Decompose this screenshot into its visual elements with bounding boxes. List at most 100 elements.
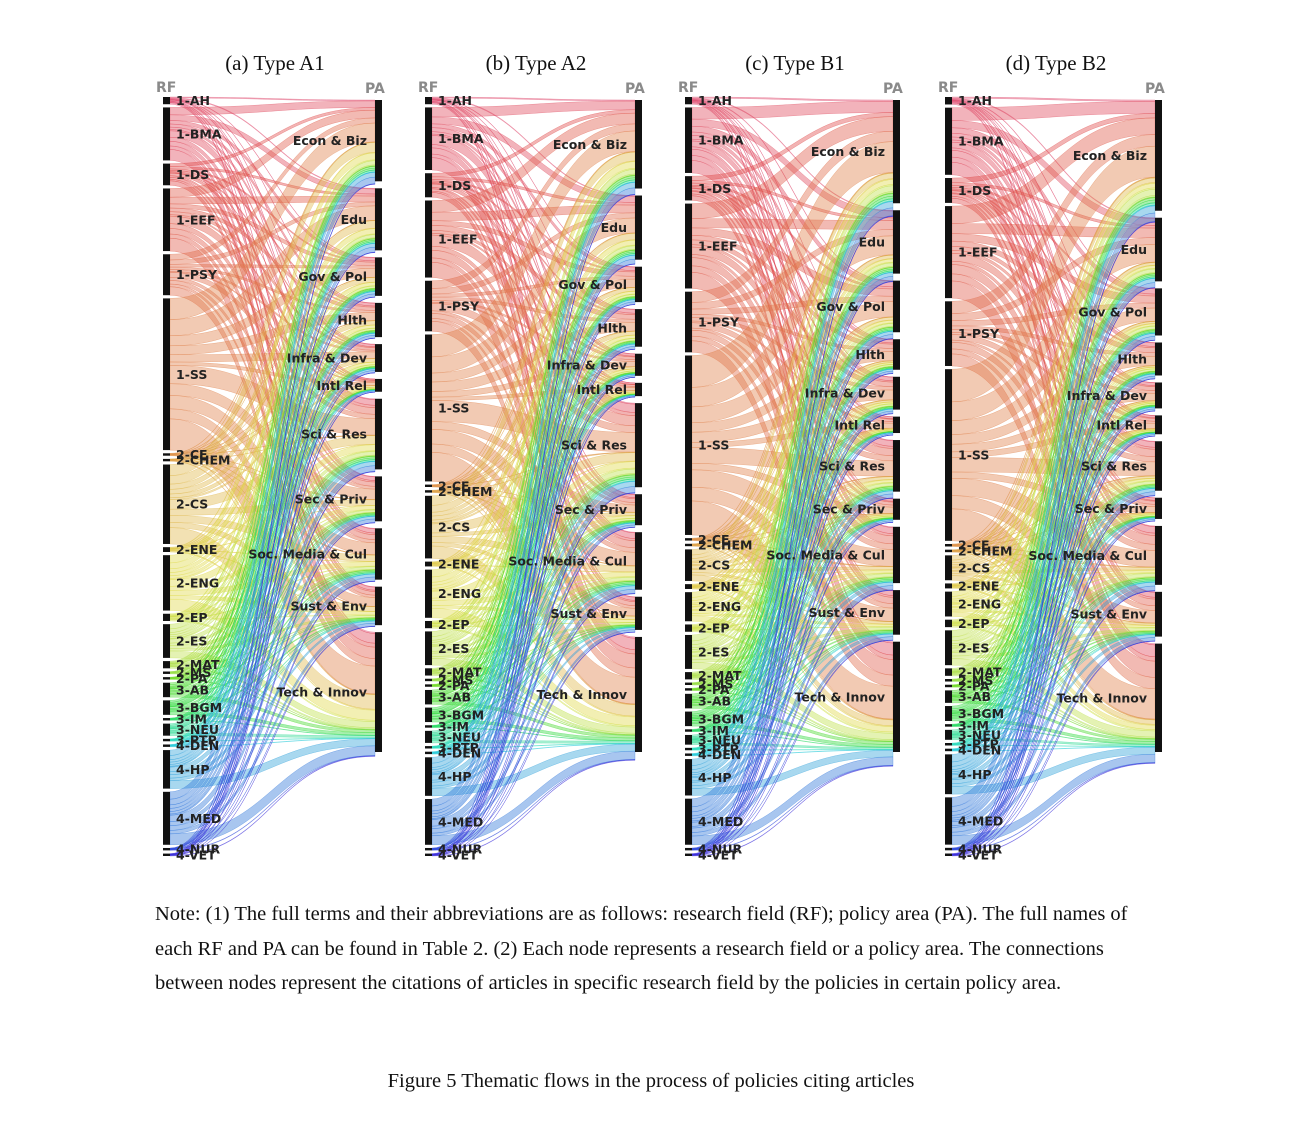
- pa-node-hlth: [635, 309, 642, 347]
- flow-4-vet-to-infra-dev: [431, 377, 636, 855]
- rf-node-label: 3-BGM: [698, 711, 744, 726]
- pa-node-label: Econ & Biz: [293, 133, 367, 148]
- rf-node-2-es: [945, 630, 952, 666]
- pa-axis-title: PA: [365, 81, 385, 97]
- rf-node-2-chem: [685, 543, 692, 547]
- rf-axis-title: RF: [938, 80, 958, 96]
- sankey-panel-2: (b) Type A2 RF PA 1-AH 1-BMA 1-DS 1-EEF 1-PSY 1-…: [418, 51, 645, 862]
- rf-node-label: 2-CS: [698, 558, 730, 573]
- pa-node-sec-priv: [893, 498, 900, 520]
- rf-node-3-ab: [945, 690, 952, 703]
- pa-node-sec-priv: [635, 494, 642, 526]
- rf-node-4-nur: [425, 847, 432, 851]
- pa-node-sci-res: [893, 440, 900, 492]
- pa-node-label: Intl Rel: [1096, 417, 1147, 432]
- rf-node-2-ene: [163, 547, 170, 552]
- rf-node-label: 2-PA: [438, 678, 470, 693]
- rf-node-2-cs: [685, 549, 692, 581]
- pa-node-label: Intl Rel: [316, 378, 367, 393]
- flow-4-vet-to-intl-rel: [431, 396, 636, 855]
- flow-links: [169, 96, 376, 857]
- rf-node-label: 4-MED: [958, 814, 1003, 829]
- flow-4-vet-to-econ-biz: [169, 183, 376, 855]
- rf-node-label: 2-EP: [698, 621, 730, 636]
- sankey-panel-1: (a) Type A1 RF PA 1-AH 1-BMA 1-DS 1-EEF 1-PSY 1-…: [156, 51, 385, 862]
- rf-node-2-pa: [685, 688, 692, 691]
- rf-node-1-bma: [163, 107, 170, 161]
- flow-4-vet-to-intl-rel: [169, 391, 376, 855]
- rf-node-2-chem: [163, 458, 170, 462]
- pa-node-label: Edu: [859, 234, 885, 249]
- rf-node-label: 3-PTP: [438, 740, 479, 755]
- rf-node-label: 1-EEF: [958, 245, 998, 260]
- rf-node-label: 3-NEU: [958, 727, 1001, 742]
- pa-node-label: Econ & Biz: [811, 144, 885, 159]
- rf-axis-title: RF: [156, 80, 176, 96]
- rf-node-1-psy: [425, 280, 432, 332]
- rf-node-label: 3-AB: [438, 690, 471, 705]
- rf-node-label: 2-EP: [176, 610, 208, 625]
- rf-node-1-bma: [685, 107, 692, 173]
- rf-node-2-ms: [163, 671, 170, 674]
- rf-node-1-ss: [945, 369, 952, 541]
- rf-node-label: 3-IM: [438, 719, 469, 734]
- rf-node-label: 3-NEU: [698, 732, 741, 747]
- rf-node-label: 3-IM: [176, 712, 207, 727]
- pa-node-intl-rel: [893, 416, 900, 434]
- rf-node-label: 2-ES: [176, 634, 207, 649]
- rf-node-4-den: [425, 751, 432, 755]
- flow-links: [691, 96, 894, 857]
- rf-node-label: 2-CE: [698, 532, 730, 547]
- rf-node-3-neu: [425, 730, 432, 743]
- pa-node-label: Tech & Innov: [1057, 690, 1147, 705]
- rf-node-2-ene: [685, 584, 692, 589]
- rf-node-label: 2-CHEM: [438, 484, 493, 499]
- flow-4-vet-to-sust-env: [431, 631, 636, 856]
- pa-node-label: Sec & Priv: [295, 491, 367, 506]
- rf-node-label: 4-MED: [438, 814, 483, 829]
- flow-4-vet-to-sust-env: [691, 640, 894, 856]
- rf-node-3-neu: [945, 729, 952, 740]
- rf-node-label: 1-BMA: [698, 133, 744, 148]
- pa-node-label: Edu: [601, 220, 627, 235]
- rf-node-1-eef: [945, 206, 952, 299]
- pa-node-econ-biz: [893, 100, 900, 204]
- flow-4-vet-to-sec-priv: [691, 522, 894, 856]
- rf-node-2-ms: [945, 679, 952, 682]
- rf-node-1-eef: [425, 200, 432, 278]
- pa-node-label: Econ & Biz: [553, 137, 627, 152]
- flow-links: [431, 96, 636, 857]
- rf-node-label: 1-SS: [438, 400, 469, 415]
- sankey-figure: (a) Type A1 RF PA 1-AH 1-BMA 1-DS 1-EEF 1-PSY 1-…: [156, 51, 1165, 862]
- rf-node-3-neu: [685, 734, 692, 745]
- pa-node-label: Sci & Res: [1081, 458, 1147, 473]
- rf-node-3-im: [425, 725, 432, 728]
- flow-4-vet-to-soc-media-cul: [169, 581, 376, 856]
- pa-node-econ-biz: [375, 100, 382, 182]
- pa-node-infra-dev: [1155, 382, 1162, 409]
- flow-4-vet-to-sci-res: [691, 497, 894, 856]
- pa-node-edu: [1155, 217, 1162, 282]
- rf-node-label: 1-EEF: [176, 212, 216, 227]
- flow-4-vet-to-soc-media-cul: [951, 590, 1156, 856]
- flow-4-vet-to-tech-innov: [169, 755, 376, 857]
- rf-node-2-ep: [945, 619, 952, 628]
- rf-node-4-nur: [685, 847, 692, 851]
- rf-node-2-pa: [425, 684, 432, 687]
- pa-node-label: Hlth: [597, 320, 627, 335]
- pa-node-label: Gov & Pol: [1078, 304, 1147, 319]
- rf-node-3-ab: [425, 689, 432, 705]
- rf-node-4-nur: [163, 847, 170, 851]
- sankey-panel-3: (c) Type B1 RF PA 1-AH 1-BMA 1-DS 1-EEF 1-PSY 1-…: [678, 51, 903, 862]
- flow-4-vet-to-sec-priv: [951, 520, 1156, 856]
- rf-node-1-ss: [425, 334, 432, 482]
- rf-node-label: 3-BGM: [958, 706, 1004, 721]
- pa-node-label: Hlth: [855, 347, 885, 362]
- pa-node-label: Sec & Priv: [1075, 501, 1147, 516]
- pa-node-label: Infra & Dev: [287, 351, 367, 366]
- rf-node-3-ptp: [425, 746, 432, 749]
- rf-node-2-mat: [945, 668, 952, 676]
- rf-node-label: 1-PSY: [438, 299, 480, 314]
- pa-node-sust-env: [893, 590, 900, 635]
- pa-node-sust-env: [1155, 591, 1162, 637]
